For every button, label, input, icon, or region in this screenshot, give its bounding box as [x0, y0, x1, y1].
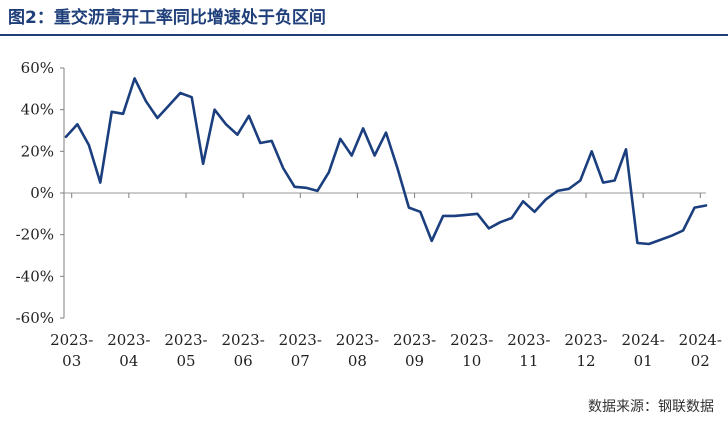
x-tick-label-month: 06 — [234, 352, 253, 370]
x-tick-label-year: 2024- — [622, 331, 665, 349]
x-tick-label-year: 2023- — [393, 331, 436, 349]
x-tick-label-month: 08 — [348, 352, 367, 370]
x-tick-label-month: 12 — [576, 352, 595, 370]
x-tick-label-year: 2023- — [50, 331, 93, 349]
y-tick-label: -40% — [16, 267, 54, 285]
y-tick-label: -60% — [16, 309, 54, 327]
y-tick-label: 60% — [21, 59, 54, 77]
y-axis-ticks — [60, 67, 64, 319]
x-tick-label-month: 10 — [462, 352, 481, 370]
x-tick-label-month: 01 — [634, 352, 653, 370]
x-tick-label-month: 02 — [691, 352, 710, 370]
x-tick-label-month: 07 — [291, 352, 310, 370]
x-tick-label-month: 03 — [62, 352, 81, 370]
x-tick-label-year: 2023- — [107, 331, 150, 349]
x-tick-label-month: 04 — [119, 352, 138, 370]
x-tick-label: 2023- 07 — [279, 331, 322, 370]
x-tick-label-year: 2023- — [336, 331, 379, 349]
y-tick-label: 20% — [21, 142, 54, 160]
y-tick-label: 40% — [21, 101, 54, 119]
x-tick-label-month: 11 — [519, 352, 538, 370]
x-tick-label-year: 2024- — [679, 331, 722, 349]
x-tick-label: 2023- 05 — [164, 331, 207, 370]
data-source-note: 数据来源：钢联数据 — [588, 399, 714, 415]
x-tick-label: 2023- 04 — [107, 331, 150, 370]
x-axis-labels: 2023-032023-042023-052023-062023-072023-… — [50, 331, 722, 370]
title-divider — [0, 34, 728, 36]
x-tick-label: 2023- 10 — [450, 331, 493, 370]
x-tick-label: 2023- 09 — [393, 331, 436, 370]
x-tick-label-year: 2023- — [507, 331, 550, 349]
x-tick-label-year: 2023- — [164, 331, 207, 349]
x-tick-label: 2023- 11 — [507, 331, 550, 370]
x-tick-label-year: 2023- — [222, 331, 265, 349]
x-tick-label: 2023- 12 — [564, 331, 607, 370]
x-axis-ticks — [71, 193, 701, 198]
y-tick-label: -20% — [16, 226, 54, 244]
x-tick-label-year: 2023- — [279, 331, 322, 349]
x-tick-label: 2023- 03 — [50, 331, 93, 370]
x-tick-label-year: 2023- — [450, 331, 493, 349]
x-tick-label: 2024- 01 — [622, 331, 665, 370]
x-tick-label-month: 09 — [405, 352, 424, 370]
x-tick-label: 2023- 06 — [222, 331, 265, 370]
series-line — [64, 77, 708, 246]
x-tick-label-month: 05 — [176, 352, 195, 370]
y-axis-labels: 60% 40% 20% 0% -20% -40% -60% — [16, 59, 54, 327]
x-tick-label-year: 2023- — [564, 331, 607, 349]
chart-title: 图2：重交沥青开工率同比增速处于负区间 — [8, 8, 326, 28]
x-tick-label: 2023- 08 — [336, 331, 379, 370]
x-tick-label: 2024- 02 — [679, 331, 722, 370]
y-tick-label: 0% — [30, 184, 54, 202]
